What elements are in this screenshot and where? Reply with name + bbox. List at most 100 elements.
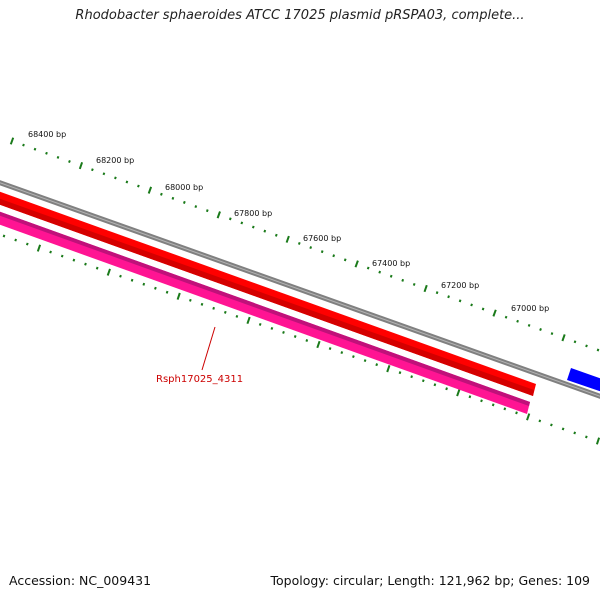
inner-tick-major (176, 292, 181, 300)
outer-tick-minor (470, 303, 473, 307)
topology-summary: Topology: circular; Length: 121,962 bp; … (270, 573, 591, 588)
outer-tick-minor (171, 196, 175, 200)
gene-feature-magenta-shade (0, 211, 530, 406)
inner-tick-minor (270, 326, 274, 330)
inner-tick-major (386, 364, 391, 373)
outer-tick-minor (366, 266, 370, 270)
outer-tick-minor (45, 151, 48, 155)
outer-tick-minor (125, 180, 129, 184)
inner-tick-minor (130, 278, 134, 282)
outer-tick-minor (401, 278, 405, 282)
inner-tick-minor (60, 254, 64, 258)
inner-tick-minor (305, 339, 309, 342)
inner-tick-minor (14, 238, 17, 242)
outer-tick-minor (550, 332, 554, 336)
outer-tick-minor (539, 328, 542, 331)
outer-tick-minor (251, 225, 255, 229)
outer-tick-major (147, 186, 153, 194)
inner-tick-minor (189, 298, 192, 302)
inner-tick-major (526, 413, 531, 421)
backbone-highlight (0, 182, 600, 397)
outer-tick-minor (343, 258, 347, 262)
outer-tick-minor (596, 348, 600, 352)
outer-tick-minor (263, 229, 267, 233)
gene-feature-blue[interactable] (567, 368, 600, 393)
outer-tick-minor (102, 172, 106, 176)
outer-tick-minor (56, 155, 60, 159)
outer-tick-minor (160, 192, 163, 196)
outer-tick-minor (182, 200, 186, 204)
inner-tick-minor (165, 290, 169, 294)
inner-tick-minor (328, 347, 332, 351)
scale-label-67200: 67200 bp (441, 281, 479, 290)
outer-tick-minor (114, 176, 117, 180)
outer-tick-minor (585, 344, 588, 348)
scale-label-67600: 67600 bp (303, 234, 341, 243)
scale-label-67000: 67000 bp (511, 304, 549, 313)
inner-tick-minor (25, 242, 29, 246)
inner-tick-minor (398, 371, 402, 375)
inner-tick-major (456, 389, 461, 397)
outer-tick-major (354, 260, 359, 268)
outer-tick-minor (481, 307, 485, 311)
inner-tick-minor (49, 250, 52, 254)
inner-tick-minor (154, 286, 157, 290)
inner-tick-minor (223, 310, 227, 314)
inner-tick-minor (491, 403, 495, 407)
inner-tick-minor (538, 419, 542, 423)
outer-tick-major (285, 235, 290, 243)
inner-tick-minor (410, 375, 413, 379)
map-title: Rhodobacter sphaeroides ATCC 17025 plasm… (75, 8, 525, 23)
outer-tick-major (492, 309, 497, 317)
inner-tick-minor (503, 407, 507, 411)
inner-tick-minor (72, 258, 76, 262)
outer-tick-minor (332, 254, 336, 258)
inner-tick-minor (2, 234, 6, 238)
outer-tick-minor (573, 340, 577, 344)
gene-feature-red-shade (0, 198, 534, 396)
inner-tick-minor (468, 395, 472, 399)
inner-tick-minor (561, 427, 565, 431)
outer-tick-minor (320, 250, 324, 254)
outer-tick-minor (309, 246, 313, 250)
inner-tick-minor (200, 302, 204, 306)
inner-scale-ticks (2, 234, 600, 445)
outer-tick-minor (504, 315, 508, 319)
inner-tick-minor (293, 335, 297, 338)
outer-tick-minor (228, 217, 232, 221)
scale-label-67800: 67800 bp (234, 209, 272, 218)
inner-tick-minor (212, 306, 215, 310)
outer-tick-minor (205, 209, 209, 213)
inner-tick-minor (235, 314, 239, 318)
inner-tick-minor (363, 359, 367, 363)
scale-label-67400: 67400 bp (372, 259, 410, 268)
gene-label-rsph17025-4311[interactable]: Rsph17025_4311 (156, 374, 243, 385)
outer-tick-minor (378, 270, 382, 274)
scale-label-68400: 68400 bp (28, 130, 66, 139)
outer-tick-minor (137, 184, 140, 188)
inner-tick-minor (282, 330, 285, 334)
outer-tick-major (561, 334, 566, 342)
inner-tick-minor (352, 355, 355, 359)
inner-tick-major (246, 316, 251, 325)
outer-tick-minor (22, 143, 25, 147)
inner-tick-major (316, 340, 321, 349)
outer-tick-minor (68, 160, 71, 163)
outer-tick-major (9, 137, 15, 145)
outer-tick-minor (297, 241, 301, 245)
outer-tick-minor (91, 168, 94, 172)
outer-tick-minor (33, 147, 37, 151)
accession-text: Accession: NC_009431 (9, 573, 152, 588)
inner-tick-minor (433, 383, 437, 387)
outer-tick-minor (274, 233, 278, 237)
inner-tick-minor (515, 411, 518, 415)
outer-tick-major (423, 284, 428, 293)
outer-tick-minor (435, 291, 439, 295)
scale-label-68000: 68000 bp (165, 183, 203, 192)
inner-tick-major (106, 268, 111, 276)
outer-tick-minor (527, 323, 531, 327)
outer-tick-minor (194, 205, 198, 209)
outer-tick-minor (516, 319, 519, 323)
inner-tick-minor (375, 363, 379, 367)
